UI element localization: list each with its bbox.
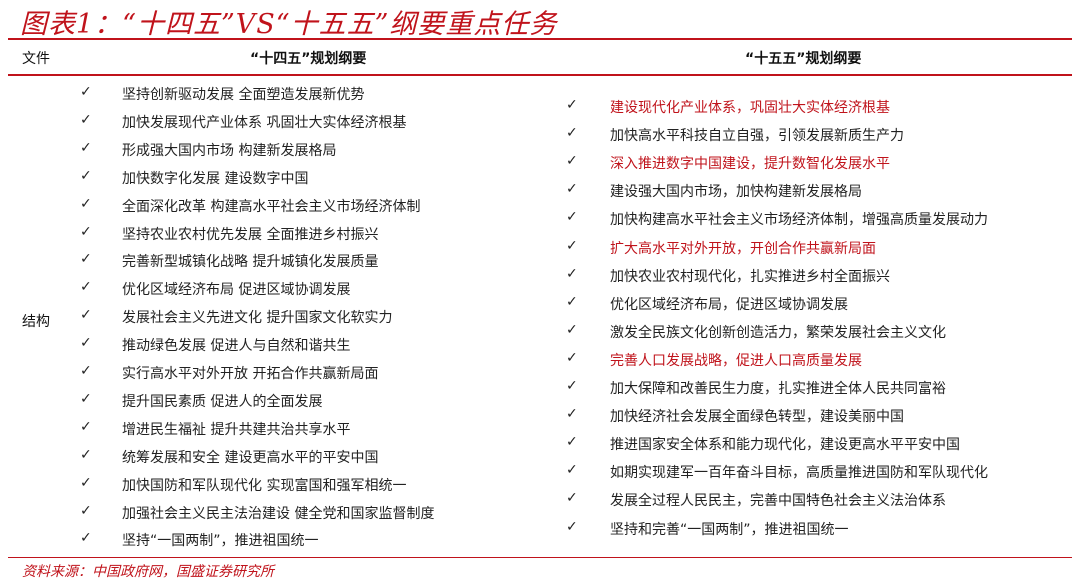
plan15-item: 激发全民族文化创新创造活力，繁荣发展社会主义文化 xyxy=(610,324,946,341)
check-icon: ✓ xyxy=(566,153,578,170)
check-icon: ✓ xyxy=(80,84,92,100)
check-icon: ✓ xyxy=(80,111,92,128)
plan14-item: 加快国防和军队现代化 实现富国和强军相统一 xyxy=(122,477,407,494)
plan15-item: 如期实现建军一百年奋斗目标，高质量推进国防和军队现代化 xyxy=(610,465,988,482)
plan15-item: 加快高水平科技自立自强，引领发展新质生产力 xyxy=(610,128,904,145)
plan15-item: 推进国家安全体系和能力现代化，建设更高水平平安中国 xyxy=(610,437,960,454)
plan15-item: 优化区域经济布局，促进区域协调发展 xyxy=(610,296,848,313)
check-icon: ✓ xyxy=(566,349,578,366)
check-icon: ✓ xyxy=(80,139,92,156)
check-icon: ✓ xyxy=(566,518,578,535)
check-icon: ✓ xyxy=(80,418,92,435)
plan15-item: 加大保障和改善民生力度，扎实推进全体人民共同富裕 xyxy=(610,381,946,397)
check-icon: ✓ xyxy=(566,181,578,198)
check-icon: ✓ xyxy=(566,490,578,507)
check-icon: ✓ xyxy=(80,530,92,547)
plan14-item: 坚持创新驱动发展 全面塑造发展新优势 xyxy=(122,87,365,103)
bottom-rule xyxy=(8,557,1072,558)
check-icon: ✓ xyxy=(566,237,578,254)
header-rule xyxy=(8,74,1072,76)
check-icon: ✓ xyxy=(566,293,578,310)
plan15-item: 坚持和完善“一国两制”，推进祖国统一 xyxy=(610,521,849,538)
plan14-item: 完善新型城镇化战略 提升城镇化发展质量 xyxy=(122,254,379,271)
plan15-item: 加快构建高水平社会主义市场经济体制，增强高质量发展动力 xyxy=(610,212,988,229)
check-icon: ✓ xyxy=(80,335,92,352)
check-icon: ✓ xyxy=(566,462,578,479)
plan14-item: 提升国民素质 促进人的全面发展 xyxy=(122,393,323,410)
check-icon: ✓ xyxy=(80,446,92,463)
plan14-item: 坚持“一国两制”，推进祖国统一 xyxy=(122,533,319,550)
plan15-item: 深入推进数字中国建设，提升数智化发展水平 xyxy=(610,156,890,173)
check-icon: ✓ xyxy=(566,125,578,142)
top-rule xyxy=(8,38,1072,40)
plan14-item: 增进民生福祉 提升共建共治共享水平 xyxy=(122,421,351,438)
check-icon: ✓ xyxy=(566,265,578,282)
plan14-item: 统筹发展和安全 建设更高水平的平安中国 xyxy=(122,449,379,466)
plan14-item: 形成强大国内市场 构建新发展格局 xyxy=(122,142,337,159)
check-icon: ✓ xyxy=(80,502,92,519)
check-icon: ✓ xyxy=(80,279,92,296)
check-icon: ✓ xyxy=(80,251,92,268)
plan15-item: 建设强大国内市场，加快构建新发展格局 xyxy=(610,184,862,201)
plan14-item: 全面深化改革 构建高水平社会主义市场经济体制 xyxy=(122,198,421,215)
plan15-item: 加快农业农村现代化，扎实推进乡村全面振兴 xyxy=(610,268,890,285)
figure-title: 图表1：“十四五”VS“十五五”纲要重点任务 xyxy=(20,9,558,40)
check-icon: ✓ xyxy=(80,223,92,240)
plan14-item: 优化区域经济布局 促进区域协调发展 xyxy=(122,282,351,299)
header-file: 文件 xyxy=(22,51,50,67)
plan14-item: 推动绿色发展 促进人与自然和谐共生 xyxy=(122,338,351,355)
plan14-item: 加快数字化发展 建设数字中国 xyxy=(122,170,309,187)
check-icon: ✓ xyxy=(566,209,578,226)
plan14-item: 坚持农业农村优先发展 全面推进乡村振兴 xyxy=(122,226,379,243)
plan15-item: 发展全过程人民民主，完善中国特色社会主义法治体系 xyxy=(610,493,946,510)
plan14-item: 发展社会主义先进文化 提升国家文化软实力 xyxy=(122,310,393,327)
plan14-item: 实行高水平对外开放 开拓合作共赢新局面 xyxy=(122,366,379,382)
source-note: 资料来源：中国政府网，国盛证券研究所 xyxy=(22,564,274,580)
plan15-item: 扩大高水平对外开放，开创合作共赢新局面 xyxy=(610,240,876,257)
plan15-item: 加快经济社会发展全面绿色转型，建设美丽中国 xyxy=(610,409,904,426)
check-icon: ✓ xyxy=(566,406,578,423)
check-icon: ✓ xyxy=(566,434,578,451)
check-icon: ✓ xyxy=(80,474,92,491)
check-icon: ✓ xyxy=(566,378,578,394)
check-icon: ✓ xyxy=(80,390,92,407)
plan14-item: 加强社会主义民主法治建设 健全党和国家监督制度 xyxy=(122,505,435,522)
header-15th-plan: “十五五”规划纲要 xyxy=(745,51,862,67)
row-label-structure: 结构 xyxy=(22,314,50,330)
plan15-item: 建设现代化产业体系，巩固壮大实体经济根基 xyxy=(610,100,890,116)
plan14-item: 加快发展现代产业体系 巩固壮大实体经济根基 xyxy=(122,114,407,131)
header-14th-plan: “十四五”规划纲要 xyxy=(250,51,367,67)
check-icon: ✓ xyxy=(80,167,92,184)
plan15-item: 完善人口发展战略，促进人口高质量发展 xyxy=(610,352,862,369)
check-icon: ✓ xyxy=(566,97,578,113)
check-icon: ✓ xyxy=(80,307,92,324)
check-icon: ✓ xyxy=(80,195,92,212)
check-icon: ✓ xyxy=(566,321,578,338)
check-icon: ✓ xyxy=(80,363,92,379)
